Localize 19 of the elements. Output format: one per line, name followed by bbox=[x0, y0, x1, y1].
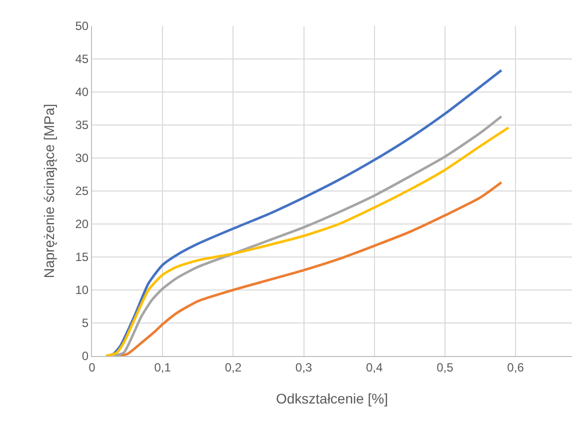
y-tick-label: 10 bbox=[75, 283, 89, 298]
x-tick-label: 0,2 bbox=[224, 360, 242, 374]
x-tick-label: 0,4 bbox=[366, 360, 384, 374]
x-tick-label: 0,5 bbox=[436, 360, 454, 374]
x-tick-label: 0,1 bbox=[154, 360, 172, 374]
x-tick-label: 0,6 bbox=[507, 360, 524, 374]
x-axis-title: Odkształcenie [%] bbox=[276, 390, 388, 407]
x-tick-label: 0,3 bbox=[295, 360, 312, 374]
y-tick-label: 25 bbox=[75, 184, 89, 198]
y-tick-label: 20 bbox=[75, 217, 89, 232]
y-tick-label: 50 bbox=[75, 19, 89, 34]
y-tick-label: 15 bbox=[75, 250, 89, 264]
y-tick-label: 35 bbox=[75, 118, 89, 132]
y-tick-label: 45 bbox=[75, 52, 89, 66]
y-tick-label: 30 bbox=[75, 151, 89, 166]
y-axis-title: Naprężenie ścinające [MPa] bbox=[41, 104, 57, 278]
y-tick-label: 40 bbox=[75, 85, 89, 100]
y-tick-label: 5 bbox=[82, 316, 89, 330]
y-tick-label: 0 bbox=[82, 349, 89, 364]
